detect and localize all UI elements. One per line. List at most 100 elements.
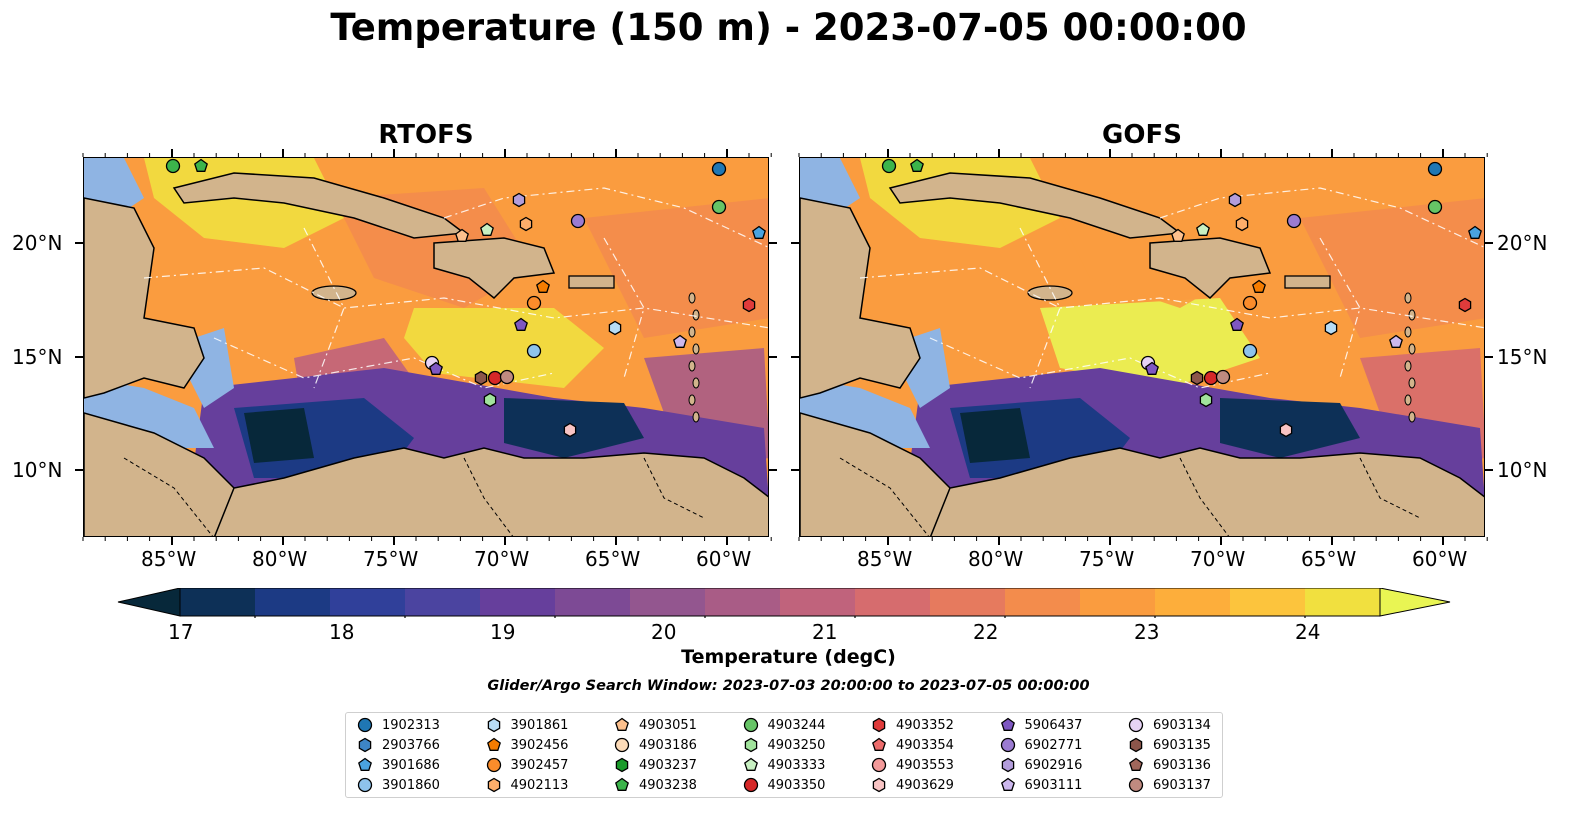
colorbar-extend-high (1379, 588, 1451, 617)
colorbar-bin (255, 588, 331, 616)
panel-title-gofs: GOFS (1102, 120, 1182, 150)
hexagon-marker-icon (487, 777, 500, 793)
float-marker (570, 213, 586, 229)
land-central-america (800, 197, 921, 399)
land-puerto-rico (568, 275, 615, 289)
eez-boundary (443, 187, 768, 248)
land-lesser-antilles (692, 309, 700, 321)
x-tick-label-80w-rtofs: 80°W (252, 547, 308, 571)
colorbar-bin (780, 588, 856, 616)
legend-item: 4903352 (870, 715, 954, 735)
eez-boundary (859, 267, 1484, 329)
float-marker (474, 370, 488, 386)
land-lesser-antilles (692, 411, 700, 423)
land-lesser-antilles (1408, 411, 1416, 423)
colorbar-bin (1230, 588, 1306, 616)
map-gofs[interactable] (799, 157, 1485, 537)
float-marker (194, 158, 208, 172)
country-border (1179, 457, 1230, 536)
cbar-tick-19: 19 (490, 620, 516, 644)
pentagon-marker-icon (743, 757, 758, 771)
x-tick-label-60w-gofs: 60°W (1412, 547, 1468, 571)
float-marker (1468, 225, 1482, 239)
search-window-text: Glider/Argo Search Window: 2023-07-03 20… (487, 678, 1090, 694)
legend-item: 4902113 (485, 775, 568, 795)
legend-label: 4903352 (896, 717, 954, 733)
x-tick-label-65w-gofs: 65°W (1301, 547, 1357, 571)
country-border (643, 457, 705, 519)
legend-item: 6903135 (1127, 735, 1211, 755)
legend-label: 3902457 (510, 757, 569, 773)
legend-item: 4903553 (870, 755, 954, 775)
float-marker (1427, 199, 1443, 215)
legend-label: 4903238 (639, 777, 697, 793)
y-tick-label-20n-right: 20°N (1497, 231, 1548, 255)
float-marker (1324, 320, 1338, 336)
eez-boundary (1019, 227, 1061, 389)
pentagon-marker-icon (358, 757, 372, 771)
shelf-water (84, 378, 214, 448)
y-tick-label-15n-left: 15°N (12, 345, 63, 369)
land-hispaniola (433, 237, 556, 300)
country-border (1359, 457, 1421, 519)
legend-label: 6902916 (1024, 757, 1083, 773)
pentagon-marker-icon (1129, 757, 1143, 771)
float-marker (536, 279, 550, 293)
float-marker (514, 317, 528, 331)
float-marker (1242, 343, 1258, 359)
legend-label: 4903350 (767, 777, 826, 793)
hexagon-marker-icon (872, 717, 886, 733)
land-jamaica (311, 285, 357, 301)
land-lesser-antilles (1404, 326, 1412, 338)
eez-boundary (603, 237, 645, 379)
float-marker (1196, 222, 1210, 236)
land-south-america (929, 447, 1484, 536)
pentagon-marker-icon (872, 737, 886, 751)
float-marker (742, 297, 756, 313)
float-marker (1458, 297, 1472, 313)
float-marker (1171, 228, 1185, 242)
float-marker (711, 199, 727, 215)
colorbar-extend-low (117, 588, 181, 617)
land-lesser-antilles (1404, 360, 1412, 372)
float-marker (480, 222, 494, 236)
colorbar-bin (480, 588, 556, 616)
hexagon-marker-icon (872, 777, 886, 793)
legend-label: 6903136 (1153, 757, 1211, 773)
circle-marker-icon (743, 717, 758, 733)
warm-water-patch (584, 198, 768, 338)
legend-label: 6903111 (1024, 777, 1083, 793)
x-tick-label-75w-gofs: 75°W (1079, 547, 1135, 571)
float-marker (1286, 213, 1302, 229)
legend-item: 4903186 (613, 735, 697, 755)
float-marker (1252, 279, 1266, 293)
panel-title-rtofs: RTOFS (378, 120, 474, 150)
land-lesser-antilles (688, 360, 696, 372)
map-rtofs[interactable] (83, 157, 769, 537)
x-tick-label-75w-rtofs: 75°W (363, 547, 419, 571)
legend-label: 3901686 (382, 757, 440, 773)
y-tick-label-15n-right: 15°N (1497, 345, 1548, 369)
land-lesser-antilles (688, 292, 696, 304)
shelf-water (800, 378, 930, 448)
float-marker (455, 228, 469, 242)
float-legend: 1902313 2903766 3901686 3901860 3901861 39024… (345, 712, 1223, 798)
circle-marker-icon (486, 757, 501, 773)
land-lesser-antilles (1408, 377, 1416, 389)
legend-item: 3902457 (485, 755, 569, 775)
circle-marker-icon (1128, 717, 1144, 733)
hexagon-marker-icon (487, 717, 500, 733)
colorbar-bin (930, 588, 1006, 616)
land-lesser-antilles (688, 326, 696, 338)
figure-title: Temperature (150 m) - 2023-07-05 00:00:0… (330, 6, 1247, 49)
y-tick-label-10n-left: 10°N (12, 458, 63, 482)
land-lesser-antilles (1404, 394, 1412, 406)
legend-item: 4903333 (742, 755, 825, 775)
country-border (463, 457, 514, 536)
eez-boundary (143, 267, 768, 329)
land-lesser-antilles (1408, 343, 1416, 355)
legend-item: 4903237 (613, 755, 697, 775)
eez-boundary (303, 227, 345, 389)
legend-label: 4903237 (639, 757, 697, 773)
